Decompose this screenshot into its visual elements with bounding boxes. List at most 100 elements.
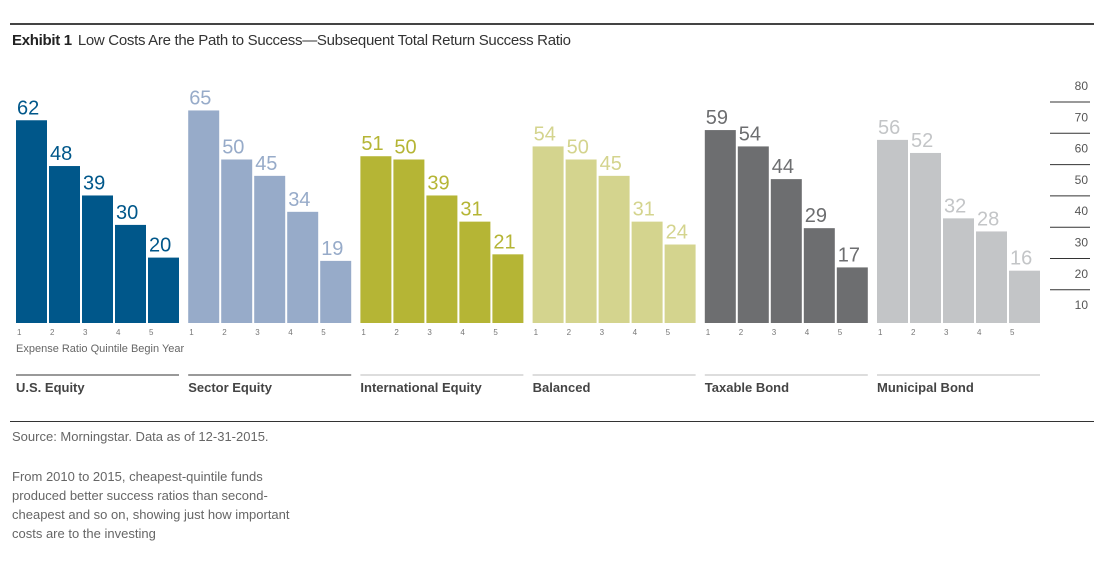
bar xyxy=(943,218,974,323)
source-note: Source: Morningstar. Data as of 12-31-20… xyxy=(12,429,269,444)
y-tick-label: 60 xyxy=(1075,142,1089,156)
x-tick-label: 4 xyxy=(460,328,465,337)
y-tick-label: 10 xyxy=(1075,298,1089,312)
x-tick-label: 4 xyxy=(805,328,810,337)
data-label: 19 xyxy=(321,238,343,260)
bar xyxy=(976,231,1007,323)
x-tick-label: 2 xyxy=(50,328,55,337)
y-tick-label: 70 xyxy=(1075,110,1089,124)
data-label: 62 xyxy=(17,97,39,119)
x-tick-label: 2 xyxy=(739,328,744,337)
x-tick-label: 3 xyxy=(772,328,777,337)
x-tick-label: 4 xyxy=(288,328,293,337)
bar xyxy=(115,224,146,323)
data-label: 30 xyxy=(116,202,138,224)
group-label: Municipal Bond xyxy=(877,380,974,395)
y-tick-label: 80 xyxy=(1075,79,1089,93)
x-tick-label: 4 xyxy=(977,328,982,337)
data-label: 17 xyxy=(838,244,860,266)
data-label: 32 xyxy=(944,195,966,217)
bar xyxy=(631,221,663,323)
data-label: 48 xyxy=(50,143,72,165)
data-label: 50 xyxy=(567,137,589,159)
data-label: 39 xyxy=(427,172,449,194)
x-tick-label: 5 xyxy=(493,328,498,337)
bar xyxy=(49,166,80,323)
bar xyxy=(598,175,630,323)
data-label: 65 xyxy=(189,87,211,109)
data-label: 21 xyxy=(493,231,515,253)
x-tick-label: 2 xyxy=(567,328,572,337)
bar xyxy=(664,244,696,323)
x-tick-label: 3 xyxy=(255,328,260,337)
caption: From 2010 to 2015, cheapest-quintile fun… xyxy=(12,469,290,541)
data-label: 50 xyxy=(222,137,244,159)
data-label: 56 xyxy=(878,117,900,139)
data-label: 52 xyxy=(911,130,933,152)
bar xyxy=(770,179,802,323)
data-label: 44 xyxy=(772,156,794,178)
bar xyxy=(910,152,941,323)
x-tick-label: 2 xyxy=(394,328,399,337)
top-rule xyxy=(10,23,1094,25)
x-tick-label: 1 xyxy=(534,328,539,337)
data-label: 45 xyxy=(600,153,622,175)
y-tick-label: 50 xyxy=(1075,173,1089,187)
data-label: 50 xyxy=(394,137,416,159)
bar xyxy=(254,175,286,323)
x-tick-label: 3 xyxy=(944,328,949,337)
x-tick-label: 5 xyxy=(149,328,154,337)
data-label: 24 xyxy=(666,222,688,244)
x-tick-label: 5 xyxy=(321,328,326,337)
x-axis-label: Expense Ratio Quintile Begin Year xyxy=(16,343,185,355)
y-tick-label: 20 xyxy=(1075,267,1089,281)
x-tick-label: 1 xyxy=(706,328,711,337)
x-tick-label: 4 xyxy=(116,328,121,337)
exhibit-label: Exhibit 1 xyxy=(12,32,72,49)
bar xyxy=(82,195,113,323)
data-label: 34 xyxy=(288,189,310,211)
data-label: 51 xyxy=(361,133,383,155)
data-label: 29 xyxy=(805,205,827,227)
group-label: Sector Equity xyxy=(188,380,273,395)
bar xyxy=(565,159,597,323)
x-tick-label: 1 xyxy=(878,328,883,337)
x-tick-label: 4 xyxy=(633,328,638,337)
bar xyxy=(459,221,491,323)
x-tick-label: 2 xyxy=(222,328,227,337)
group-label: U.S. Equity xyxy=(16,380,85,395)
bar xyxy=(803,228,835,323)
data-label: 28 xyxy=(977,208,999,230)
bar xyxy=(704,130,736,323)
data-label: 45 xyxy=(255,153,277,175)
bar xyxy=(426,195,458,323)
data-label: 54 xyxy=(534,123,556,145)
chart-title: Exhibit 1 Low Costs Are the Path to Succe… xyxy=(12,32,571,49)
divider xyxy=(10,421,1094,422)
bar xyxy=(221,159,253,323)
bar xyxy=(532,146,564,323)
bar xyxy=(16,120,47,323)
bar xyxy=(836,267,868,323)
bar xyxy=(188,110,220,323)
bar xyxy=(320,260,352,323)
bar xyxy=(877,139,908,323)
data-label: 20 xyxy=(149,235,171,257)
x-tick-label: 1 xyxy=(17,328,22,337)
x-tick-label: 5 xyxy=(1010,328,1015,337)
x-tick-label: 5 xyxy=(838,328,843,337)
y-tick-label: 40 xyxy=(1075,204,1089,218)
group-label: Balanced xyxy=(533,380,591,395)
x-tick-label: 3 xyxy=(83,328,88,337)
x-tick-label: 1 xyxy=(189,328,194,337)
group-label: International Equity xyxy=(360,380,482,395)
y-tick-label: 30 xyxy=(1075,236,1089,250)
bar xyxy=(737,146,769,323)
data-label: 31 xyxy=(633,199,655,221)
data-label: 39 xyxy=(83,172,105,194)
data-label: 31 xyxy=(460,199,482,221)
x-tick-label: 2 xyxy=(911,328,916,337)
bar xyxy=(393,159,425,323)
x-tick-label: 3 xyxy=(427,328,432,337)
